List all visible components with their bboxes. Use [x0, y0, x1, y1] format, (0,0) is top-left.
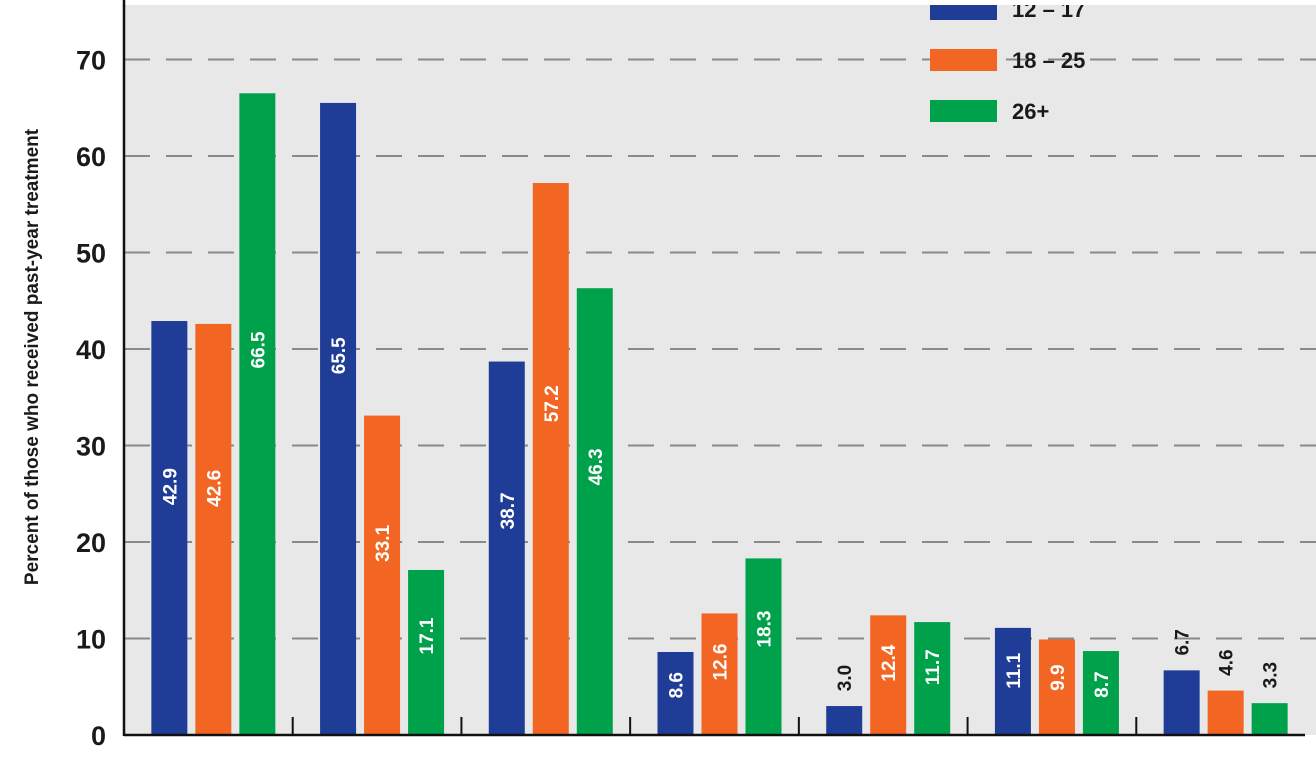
- bar: [1082, 651, 1119, 735]
- bar: [1207, 690, 1244, 735]
- data-label: 8.6: [667, 672, 688, 698]
- bar: [364, 415, 401, 735]
- bar: [826, 706, 863, 735]
- data-label: 65.5: [329, 337, 350, 374]
- data-label: 11.7: [923, 649, 944, 685]
- y-tick-label: 30: [76, 432, 106, 462]
- y-tick-label: 50: [76, 239, 106, 269]
- bar: [195, 323, 232, 735]
- data-label: 42.6: [204, 470, 225, 507]
- bar: [745, 558, 782, 735]
- data-label: 3.3: [1261, 662, 1282, 688]
- bar: [532, 183, 569, 735]
- bar: [151, 321, 188, 735]
- legend-label: 26+: [1012, 99, 1049, 124]
- data-label: 3.0: [835, 665, 856, 691]
- data-label: 66.5: [248, 331, 269, 368]
- data-label: 42.9: [160, 468, 181, 505]
- bar: [239, 93, 276, 735]
- legend-swatch: [930, 100, 997, 122]
- data-label: 8.7: [1092, 671, 1113, 697]
- data-label: 38.7: [498, 492, 519, 529]
- bar: [320, 102, 357, 736]
- bar: [1038, 639, 1075, 735]
- bar: [994, 627, 1031, 735]
- y-tick-label: 0: [91, 721, 106, 751]
- y-tick-label: 40: [76, 335, 106, 365]
- data-label: 11.1: [1004, 652, 1025, 688]
- y-axis-label: Percent of those who received past-year …: [22, 128, 43, 585]
- data-label: 12.4: [879, 644, 900, 681]
- y-tick-label: 20: [76, 528, 106, 558]
- top-margin: [0, 0, 1316, 5]
- data-label: 33.1: [373, 524, 394, 561]
- bar: [488, 361, 525, 735]
- y-tick-label: 10: [76, 625, 106, 655]
- data-label: 57.2: [542, 385, 563, 422]
- bar: [1251, 703, 1288, 735]
- y-tick-label: 70: [76, 46, 106, 76]
- data-label: 12.6: [711, 644, 732, 681]
- data-label: 46.3: [586, 448, 607, 485]
- bar: [576, 288, 613, 735]
- data-label: 9.9: [1048, 664, 1069, 690]
- bar: [408, 569, 445, 735]
- bar: [1163, 670, 1200, 735]
- bar: [914, 622, 951, 735]
- bar: [701, 613, 738, 735]
- data-label: 17.1: [417, 617, 438, 654]
- bar: [657, 652, 694, 735]
- data-label: 6.7: [1173, 629, 1194, 655]
- y-tick-label: 60: [76, 142, 106, 172]
- bar: [870, 615, 907, 735]
- legend-label: 12 – 17: [1012, 0, 1085, 22]
- data-label: 18.3: [755, 611, 776, 648]
- data-label: 4.6: [1217, 649, 1238, 675]
- legend-label: 18 – 25: [1012, 48, 1085, 73]
- legend-swatch: [930, 49, 997, 71]
